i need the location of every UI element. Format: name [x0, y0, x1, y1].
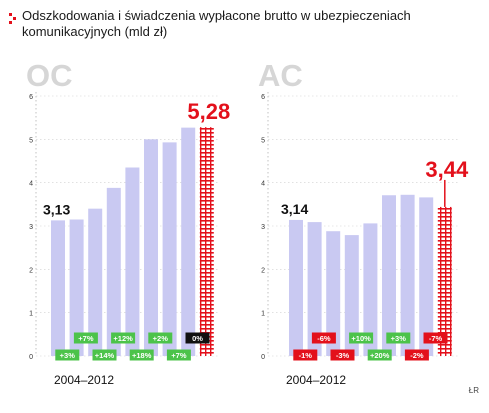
x-axis-label: 2004–2012 — [286, 373, 346, 387]
bar — [51, 220, 65, 356]
bar — [125, 167, 140, 356]
y-tick-label: 6 — [261, 94, 265, 101]
y-tick-label: 3 — [29, 224, 33, 231]
y-tick-label: 1 — [261, 311, 265, 318]
change-badge-top — [386, 332, 411, 344]
bar — [400, 194, 415, 356]
bar — [181, 127, 196, 356]
panel-title: AC — [258, 58, 303, 93]
y-tick-label: 2 — [261, 267, 265, 274]
change-badge-top — [111, 332, 136, 344]
change-badge-bottom — [293, 349, 318, 361]
bar — [106, 187, 121, 356]
bar — [289, 219, 303, 356]
y-tick-label: 3 — [261, 224, 265, 231]
change-badge-label: +3% — [391, 334, 407, 343]
change-badge-label: -2% — [410, 351, 424, 360]
last-value-label: 5,28 — [187, 99, 230, 124]
change-badge-top — [148, 332, 173, 344]
bar — [199, 127, 214, 356]
change-badge-label: +12% — [113, 334, 133, 343]
change-badge-label: -1% — [299, 351, 313, 360]
change-badge-label: +20% — [370, 351, 390, 360]
chart-panel-ac: AC 0 1 2 3 4 5 6 3,14 3,44 -6% +10% +3% -7% -1% -3% +20%… — [258, 58, 469, 387]
chart-title: Odszkodowania i świadczenia wypłacone br… — [22, 8, 411, 39]
change-badge-bottom — [55, 349, 80, 361]
chart-panel-oc: OC 0 1 2 3 4 5 6 3,13 5,28 +7% +12% +2% 0% +3% +14% +18%… — [26, 58, 230, 387]
bar — [69, 219, 84, 356]
bar — [382, 195, 396, 356]
bar — [307, 222, 322, 356]
panel-title: OC — [26, 58, 73, 93]
bar — [363, 223, 378, 356]
last-value-label: 3,44 — [425, 157, 469, 182]
change-badge-bottom — [367, 349, 392, 361]
change-badge-bottom — [330, 349, 355, 361]
change-badge-label: +14% — [95, 351, 115, 360]
change-badge-label: 0% — [192, 334, 203, 343]
change-badge-bottom — [92, 349, 117, 361]
y-tick-label: 5 — [261, 137, 265, 144]
y-tick-label: 4 — [261, 181, 265, 188]
first-value-label: 3,13 — [43, 201, 70, 217]
change-badge-label: +3% — [60, 351, 76, 360]
y-tick-label: 0 — [29, 354, 33, 361]
bar — [419, 197, 434, 356]
change-badge-top — [311, 332, 336, 344]
change-badge-label: +10% — [351, 334, 371, 343]
bar — [344, 235, 359, 356]
bar — [162, 142, 177, 356]
change-badge-label: +18% — [132, 351, 152, 360]
change-badge-bottom — [166, 349, 191, 361]
change-badge-top — [185, 332, 210, 344]
change-badge-bottom — [129, 349, 154, 361]
change-badge-top — [349, 332, 374, 344]
first-value-label: 3,14 — [281, 201, 308, 217]
y-tick-label: 5 — [29, 137, 33, 144]
change-badge-label: -3% — [336, 351, 350, 360]
author-credit: ŁR — [468, 386, 479, 395]
change-badge-label: +7% — [171, 351, 187, 360]
y-tick-label: 6 — [29, 94, 33, 101]
y-tick-label: 0 — [261, 354, 265, 361]
bar — [144, 139, 158, 356]
bar — [88, 208, 103, 356]
y-tick-label: 4 — [29, 181, 33, 188]
change-badge-label: -6% — [317, 334, 331, 343]
y-tick-label: 2 — [29, 267, 33, 274]
change-badge-top — [423, 332, 448, 344]
bar — [326, 231, 341, 356]
change-badge-label: +2% — [153, 334, 169, 343]
y-tick-label: 1 — [29, 311, 33, 318]
change-badge-label: -7% — [429, 334, 443, 343]
title-bullet-icon — [9, 13, 16, 24]
x-axis-label: 2004–2012 — [54, 373, 114, 387]
change-badge-label: +7% — [78, 334, 94, 343]
bar — [437, 206, 452, 356]
change-badge-top — [73, 332, 98, 344]
change-badge-bottom — [404, 349, 429, 361]
